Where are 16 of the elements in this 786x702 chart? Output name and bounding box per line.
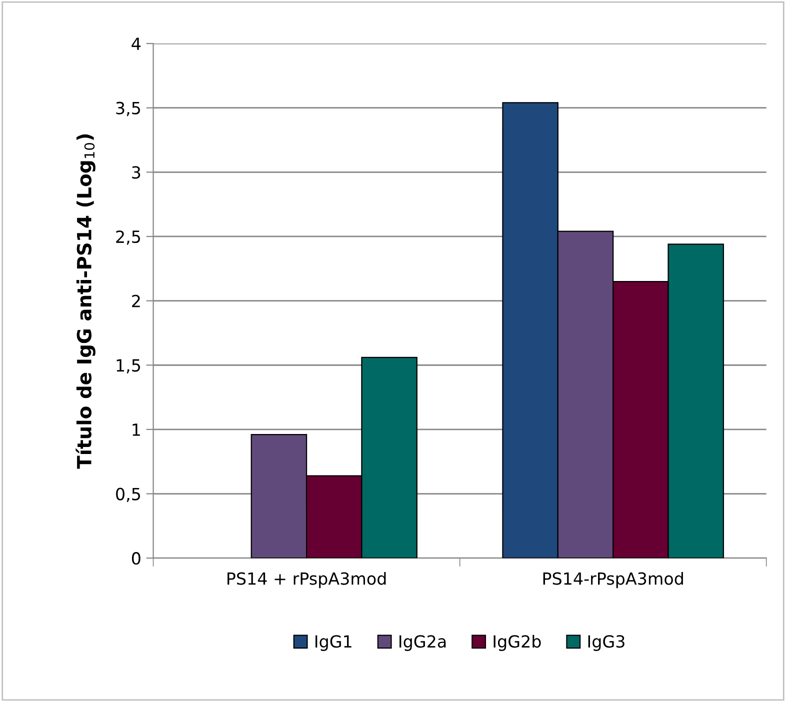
legend-label: IgG3 — [588, 635, 624, 651]
y-tick-label: 1,5 — [116, 359, 140, 374]
y-tick-label: 2,5 — [116, 230, 140, 245]
legend-label: IgG2a — [400, 635, 446, 651]
legend-label: IgG2b — [494, 634, 541, 651]
y-tick-label: 0 — [132, 552, 140, 565]
x-tick-label: PS14 + rPspA3mod — [228, 572, 386, 588]
legend-label: IgG1 — [316, 635, 352, 651]
y-axis-title: Título de IgG anti-PS14 (Log$_{10}$) — [76, 134, 96, 469]
y-tick-label: 1 — [132, 424, 140, 436]
y-tick-label: 3 — [132, 166, 140, 179]
y-tick-label: 2 — [132, 294, 140, 308]
x-tick-label: PS14-rPspA3mod — [543, 572, 683, 588]
y-tick-label: 3,5 — [116, 102, 140, 116]
y-tick-label: 4 — [132, 38, 141, 50]
y-tick-label: 0,5 — [116, 488, 140, 502]
